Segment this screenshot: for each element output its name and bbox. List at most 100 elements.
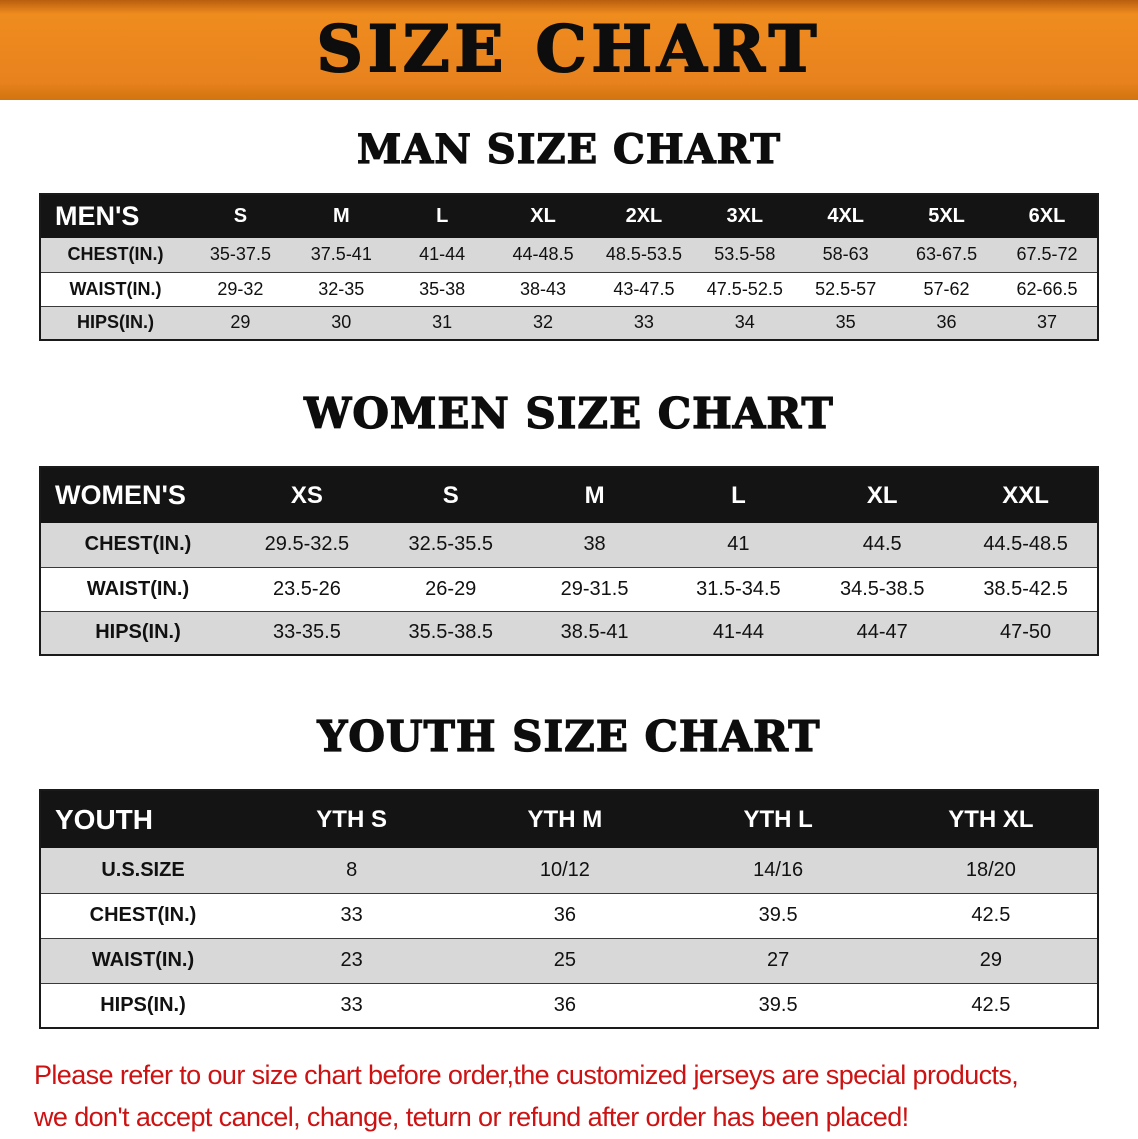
disclaimer: Please refer to our size chart before or…: [34, 1055, 1138, 1139]
size-value-cell: 29: [979, 949, 1002, 971]
size-column-header: XL: [530, 205, 556, 227]
row-label: HIPS(IN.): [76, 312, 154, 333]
size-value-cell: 67.5-72: [1016, 244, 1078, 265]
table-row: HIPS(IN.) 33 36 39.5 42.5: [40, 983, 1098, 1028]
size-value-cell: 38.5-42.5: [983, 577, 1068, 600]
table-row: HIPS(IN.) 29 30 31 32 33 34 35 36 37: [40, 306, 1098, 340]
size-column-header: YTH L: [743, 805, 813, 833]
size-value-cell: 52.5-57: [815, 278, 877, 299]
table-row: CHEST(IN.) 29.5-32.5 32.5-35.5 38 41 44.5 44.5…: [40, 523, 1098, 567]
size-column-header: S: [442, 481, 459, 509]
row-label: CHEST(IN.): [67, 244, 164, 265]
size-value-cell: 39.5: [758, 993, 798, 1016]
size-value-cell: 36: [936, 312, 957, 333]
banner: SIZE CHART: [0, 0, 1138, 100]
table-corner-label: MEN'S: [55, 201, 140, 231]
size-value-cell: 29.5-32.5: [264, 533, 350, 556]
size-value-cell: 35-38: [419, 278, 466, 299]
size-value-cell: 32.5-35.5: [408, 533, 493, 556]
row-label: WAIST(IN.): [69, 278, 162, 299]
row-label: CHEST(IN.): [84, 533, 192, 556]
size-value-cell: 32-35: [318, 278, 365, 299]
size-value-cell: 29-31.5: [560, 577, 629, 600]
size-value-cell: 29-32: [217, 278, 264, 299]
women-size-table: WOMEN'S XS S M L XL XXL CHEST(IN.) 29.5-32.5 32.5…: [39, 466, 1099, 656]
size-value-cell: 23.5-26: [272, 577, 341, 600]
men-size-table: MEN'S S M L XL 2XL 3XL 4XL 5XL 6XL CHEST(IN.) 35-37…: [39, 193, 1099, 341]
size-value-cell: 18/20: [965, 858, 1016, 881]
women-size-section: WOMEN SIZE CHART WOMEN'S XS S M L XL XXL CHEST(…: [0, 388, 1138, 656]
table-row: CHEST(IN.) 33 36 39.5 42.5: [40, 893, 1098, 938]
size-value-cell: 31: [432, 312, 453, 333]
row-label: U.S.SIZE: [101, 858, 185, 881]
size-value-cell: 29: [230, 312, 251, 333]
size-value-cell: 30: [331, 312, 352, 333]
size-value-cell: 38.5-41: [560, 621, 629, 644]
size-value-cell: 34.5-38.5: [839, 577, 925, 600]
men-size-section: MAN SIZE CHART MEN'S S M L XL 2XL 3XL 4XL 5XL 6XL…: [0, 125, 1138, 341]
size-value-cell: 33-35.5: [272, 621, 341, 644]
table-row: WAIST(IN.) 23.5-26 26-29 29-31.5 31.5-34.5 34…: [40, 567, 1098, 611]
size-value-cell: 42.5: [971, 993, 1011, 1016]
size-value-cell: 41-44: [419, 244, 466, 265]
table-row: WAIST(IN.) 29-32 32-35 35-38 38-43 43-47.5 47.…: [40, 272, 1098, 306]
size-value-cell: 14/16: [753, 858, 804, 881]
size-value-cell: 44-48.5: [512, 244, 574, 265]
size-column-header: 3XL: [726, 205, 764, 227]
size-value-cell: 42.5: [971, 904, 1011, 926]
size-column-header: L: [436, 205, 449, 227]
table-row: WAIST(IN.) 23 25 27 29: [40, 938, 1098, 983]
table-corner-label: WOMEN'S: [55, 480, 186, 510]
size-value-cell: 41: [727, 533, 750, 556]
size-value-cell: 57-62: [923, 278, 970, 299]
row-label: HIPS(IN.): [95, 621, 181, 644]
size-value-cell: 34: [734, 312, 755, 333]
row-label: WAIST(IN.): [86, 577, 190, 600]
size-value-cell: 36: [553, 904, 576, 926]
size-value-cell: 37: [1036, 312, 1058, 333]
size-column-header: 5XL: [928, 205, 965, 227]
table-corner-label: YOUTH: [55, 803, 153, 835]
size-value-cell: 38-43: [520, 278, 567, 299]
size-column-header: 2XL: [625, 205, 663, 227]
size-value-cell: 27: [767, 949, 790, 971]
size-value-cell: 47-50: [999, 621, 1052, 644]
youth-size-table: YOUTH YTH S YTH M YTH L YTH XL U.S.SIZE 8 10/12…: [39, 789, 1099, 1029]
table-row: CHEST(IN.) 35-37.5 37.5-41 41-44 44-48.5 48.5…: [40, 238, 1098, 272]
size-value-cell: 48.5-53.5: [605, 244, 682, 265]
size-value-cell: 43-47.5: [613, 278, 675, 299]
size-value-cell: 26-29: [425, 577, 477, 600]
size-column-header: L: [731, 481, 746, 509]
page-title: SIZE CHART: [316, 12, 822, 87]
size-value-cell: 38: [583, 533, 606, 556]
size-value-cell: 35.5-38.5: [408, 621, 493, 644]
size-value-cell: 44.5: [862, 533, 902, 556]
size-value-cell: 41-44: [712, 621, 764, 644]
size-value-cell: 31.5-34.5: [696, 577, 781, 600]
size-value-cell: 44-47: [856, 621, 908, 644]
size-value-cell: 33: [340, 904, 363, 926]
size-column-header: YTH M: [527, 805, 603, 833]
size-column-header: XL: [866, 481, 898, 509]
table-row: U.S.SIZE 8 10/12 14/16 18/20: [40, 848, 1098, 893]
table-row: HIPS(IN.) 33-35.5 35.5-38.5 38.5-41 41-44 44-…: [40, 611, 1098, 655]
size-value-cell: 39.5: [758, 904, 798, 926]
size-column-header: M: [584, 481, 605, 509]
men-section-title: MAN SIZE CHART: [356, 125, 781, 173]
size-value-cell: 58-63: [822, 244, 869, 265]
table-header-row: WOMEN'S XS S M L XL XXL: [40, 467, 1098, 523]
youth-size-section: YOUTH SIZE CHART YOUTH YTH S YTH M YTH L YTH…: [0, 711, 1138, 1029]
women-section-title: WOMEN SIZE CHART: [304, 388, 834, 438]
size-value-cell: 33: [633, 312, 654, 333]
size-column-header: 4XL: [827, 205, 865, 227]
size-charts: MAN SIZE CHART MEN'S S M L XL 2XL 3XL 4XL 5XL 6XL…: [0, 125, 1138, 1029]
size-value-cell: 37.5-41: [310, 244, 372, 265]
disclaimer-line-1: Please refer to our size chart before or…: [34, 1060, 1019, 1090]
row-label: WAIST(IN.): [91, 949, 195, 971]
table-header-row: MEN'S S M L XL 2XL 3XL 4XL 5XL 6XL: [40, 194, 1098, 238]
size-value-cell: 63-67.5: [916, 244, 978, 265]
size-value-cell: 47.5-52.5: [706, 278, 783, 299]
size-value-cell: 10/12: [539, 858, 590, 881]
size-column-header: XS: [290, 481, 323, 509]
